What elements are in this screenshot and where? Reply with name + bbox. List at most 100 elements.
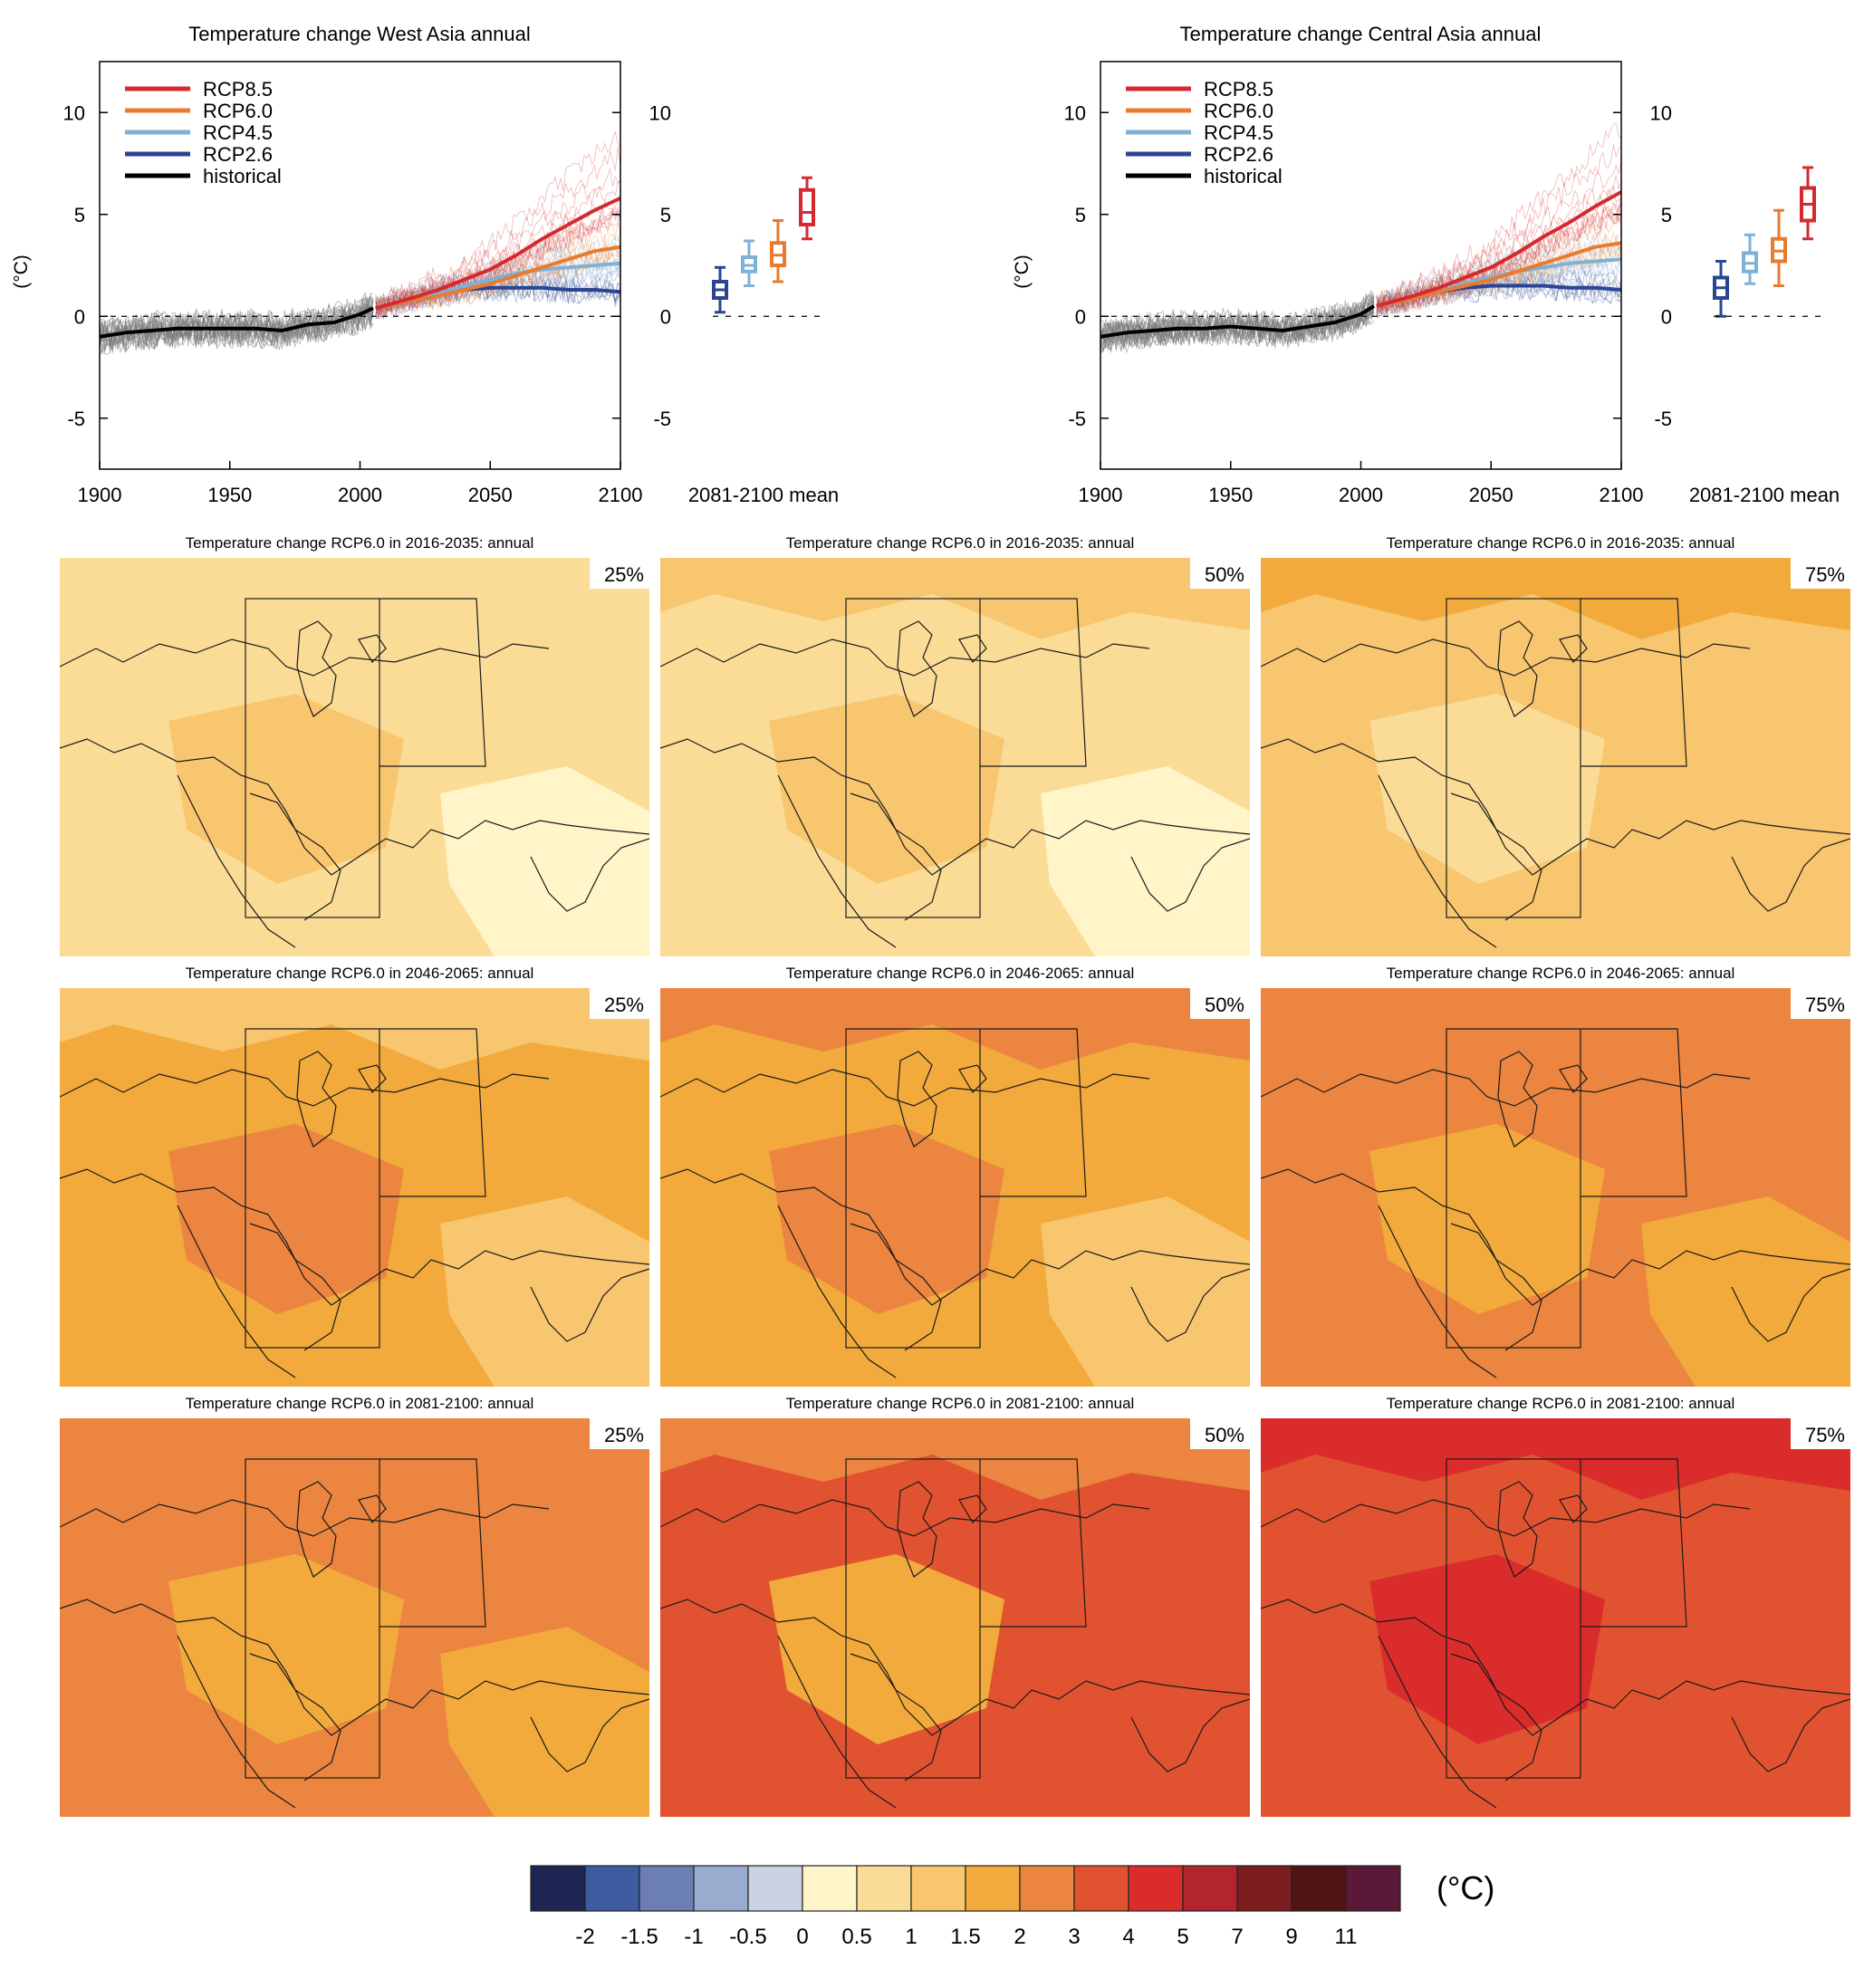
colorbar-tick-label: -0.5	[729, 1925, 766, 1949]
map-title: Temperature change RCP6.0 in 2046-2065: …	[1387, 965, 1735, 982]
coastline	[660, 639, 1250, 876]
colorbar-swatch	[1236, 1865, 1292, 1912]
percentile-label-box	[1791, 1418, 1850, 1449]
colorbar-swatch	[584, 1865, 640, 1912]
boxplot-rcp45	[741, 239, 757, 287]
central-asia-region-box	[980, 598, 1087, 767]
percentile-label-box	[590, 558, 649, 589]
colorbar-swatch	[965, 1865, 1021, 1912]
legend-entry-rcp45: RCP4.5	[125, 121, 273, 144]
west-asia-region-box	[1446, 598, 1581, 918]
colorbar-swatch	[856, 1865, 912, 1912]
percentile-label: 25%	[604, 1424, 644, 1446]
aral-sea-outline	[958, 634, 987, 663]
ensemble-member-line	[375, 280, 620, 319]
x-tick-label: 2000	[338, 484, 382, 506]
central-asia-region-box	[1581, 598, 1687, 767]
map-panel: 75%	[1261, 558, 1850, 956]
central-asia-timeseries: Temperature change Central Asia annual 1…	[1012, 23, 1840, 506]
colorbar-swatch	[1073, 1865, 1129, 1912]
west-asia-region-box	[1446, 1028, 1581, 1349]
central-asia-region-box	[980, 1458, 1087, 1628]
ensemble-member-line	[1376, 122, 1621, 308]
colorbar-swatch	[1128, 1865, 1184, 1912]
colorbar-swatch	[530, 1865, 586, 1912]
coastline	[177, 1205, 649, 1378]
legend-label: RCP8.5	[203, 78, 273, 101]
map-contour-patch	[1041, 1196, 1250, 1387]
colorbar-swatch	[802, 1865, 858, 1912]
percentile-label-box	[590, 1418, 649, 1449]
west-asia-region-box	[245, 1458, 380, 1779]
map-title: Temperature change RCP6.0 in 2046-2065: …	[786, 965, 1135, 982]
percentile-label-box	[1190, 558, 1250, 589]
percentile-label-box	[1190, 988, 1250, 1019]
ensemble-member-line	[375, 205, 620, 320]
y-tick-label: 0	[1075, 305, 1086, 328]
caspian-sea-outline	[296, 620, 337, 717]
y-tick-label: -5	[67, 408, 85, 430]
colorbar-swatch	[1182, 1865, 1238, 1912]
ensemble-member-line	[100, 299, 374, 347]
map-panel: 50%	[660, 988, 1250, 1387]
colorbar-swatch	[1019, 1865, 1075, 1912]
central-asia-region-box	[380, 1028, 486, 1197]
boxplot-rcp85	[1800, 166, 1816, 241]
map-panel: 75%	[1261, 988, 1850, 1387]
coastline	[60, 639, 649, 876]
coastline	[777, 774, 1250, 948]
map-contour-patch	[440, 1627, 649, 1817]
y-tick-label: 0	[660, 305, 671, 328]
chart-title: Temperature change Central Asia annual	[1180, 23, 1542, 45]
legend-entry-rcp26: RCP2.6	[125, 143, 273, 166]
legend-entry-historical: historical	[125, 165, 282, 187]
x-tick-label: 2050	[1469, 484, 1513, 506]
percentile-label: 50%	[1205, 1424, 1244, 1446]
boxplot-rcp45	[1742, 233, 1758, 285]
ensemble-member-line	[375, 280, 620, 319]
map-title: Temperature change RCP6.0 in 2046-2065: …	[186, 965, 534, 982]
y-axis-left: 10 5 0 -5	[63, 101, 85, 430]
central-asia-region-box	[380, 598, 486, 767]
colorbar-swatch	[747, 1865, 803, 1912]
coastline	[1378, 1635, 1850, 1809]
y-tick-label: 5	[1075, 204, 1086, 226]
percentile-label: 75%	[1805, 994, 1845, 1016]
coastline	[1261, 1499, 1850, 1736]
colorbar-swatch	[693, 1865, 749, 1912]
legend: RCP8.5 RCP6.0 RCP4.5 RCP2.6 historical	[125, 78, 282, 187]
caspian-sea-outline	[1497, 620, 1538, 717]
map-contour-patch	[1641, 1627, 1850, 1817]
y-tick-label: 5	[74, 204, 85, 226]
map-contour-patch	[440, 766, 649, 956]
caspian-sea-outline	[897, 1051, 937, 1148]
map-contour-patch	[1041, 766, 1250, 956]
central-asia-region-box	[1581, 1458, 1687, 1628]
ensemble-member-line	[100, 305, 374, 354]
ensemble-member-line	[375, 260, 620, 320]
legend-entry-rcp26: RCP2.6	[1126, 143, 1273, 166]
y-tick-label: -5	[1654, 408, 1672, 430]
west-asia-region-box	[1446, 1458, 1581, 1779]
x-tick-label: 2100	[599, 484, 643, 506]
map-grid: Temperature change RCP6.0 in 2016-2035: …	[60, 534, 1850, 1817]
y-tick-label: 10	[1064, 101, 1086, 124]
colorbar-tick-label: 1.5	[950, 1925, 980, 1949]
ensemble-member-line	[1376, 276, 1621, 316]
ensemble-member-line	[1376, 252, 1621, 315]
legend-label: RCP2.6	[1204, 143, 1273, 166]
map-panel: 25%	[60, 558, 649, 956]
series-line-rcp60	[1376, 241, 1621, 308]
colorbar-tick-label: 0	[796, 1925, 808, 1949]
boxplot-rcp26	[1713, 260, 1729, 318]
colorbar-tick-label: 9	[1285, 1925, 1297, 1949]
map-title: Temperature change RCP6.0 in 2081-2100: …	[1387, 1395, 1735, 1412]
caspian-sea-outline	[897, 1481, 937, 1578]
ensemble-member-line	[375, 130, 620, 310]
tick-marks	[99, 111, 621, 469]
map-title: Temperature change RCP6.0 in 2016-2035: …	[186, 534, 534, 552]
ensemble-member-line	[375, 234, 620, 312]
aral-sea-outline	[358, 1064, 387, 1093]
aral-sea-outline	[1559, 1494, 1588, 1523]
